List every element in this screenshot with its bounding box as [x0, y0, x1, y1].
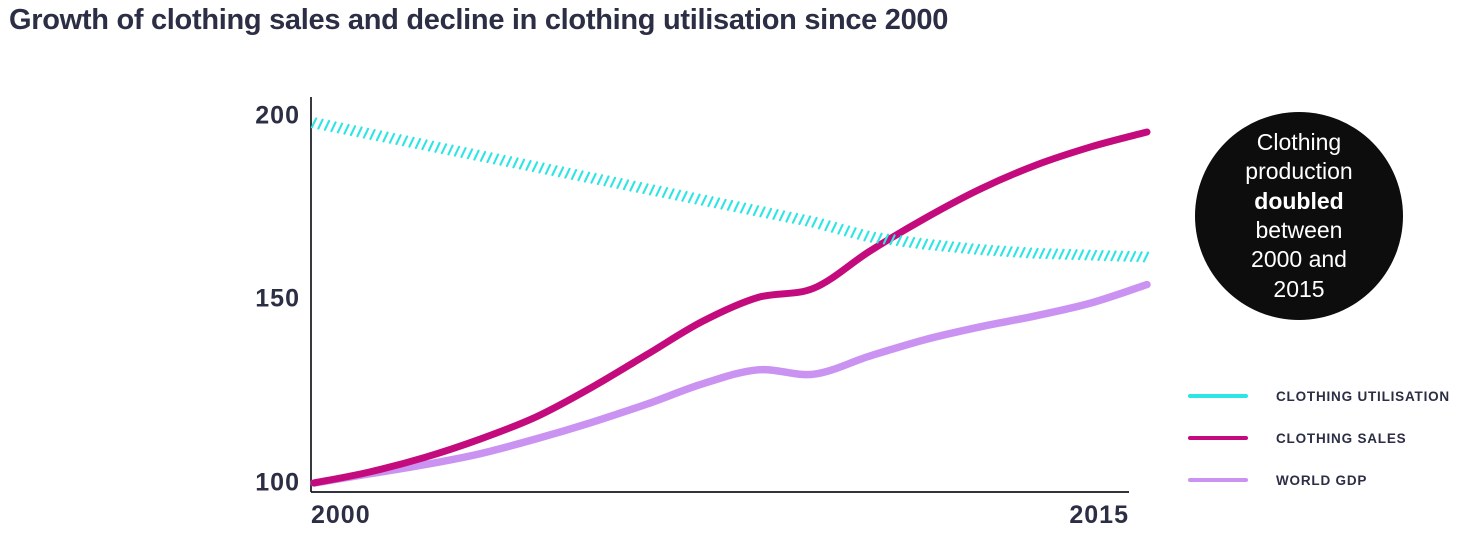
legend: CLOTHING UTILISATION CLOTHING SALES WORLD … — [1188, 386, 1463, 512]
clothing-sales-line — [310, 128, 1151, 487]
chart-title: Growth of clothing sales and decline in … — [9, 4, 949, 36]
legend-swatch-gdp — [1188, 478, 1248, 482]
x-tick-label-2015: 2015 — [1069, 501, 1129, 529]
badge-line: production — [1245, 158, 1353, 185]
y-tick-label-100: 100 — [255, 468, 300, 497]
legend-label-gdp: WORLD GDP — [1276, 472, 1368, 488]
y-tick-label-150: 150 — [255, 284, 300, 313]
legend-item-utilisation: CLOTHING UTILISATION — [1188, 386, 1463, 406]
world-gdp-line — [310, 280, 1151, 487]
badge-line: doubled — [1254, 187, 1344, 214]
y-tick-label-200: 200 — [255, 101, 300, 129]
legend-label-sales: CLOTHING SALES — [1276, 430, 1407, 446]
badge-line: 2015 — [1273, 275, 1325, 302]
x-tick-label-2000: 2000 — [311, 501, 371, 529]
legend-swatch-sales — [1188, 436, 1248, 440]
badge-line: 2000 and — [1251, 246, 1347, 273]
badge-line: between — [1255, 217, 1343, 243]
legend-swatch-utilisation — [1188, 394, 1248, 398]
legend-label-utilisation: CLOTHING UTILISATION — [1276, 388, 1450, 404]
clothing-utilisation-line — [310, 117, 1150, 263]
legend-item-gdp: WORLD GDP — [1188, 470, 1463, 490]
production-doubled-badge: Clothing production doubled between 2000 and… — [1195, 112, 1403, 320]
legend-item-sales: CLOTHING SALES — [1188, 428, 1463, 448]
badge-line: Clothing — [1256, 129, 1342, 156]
